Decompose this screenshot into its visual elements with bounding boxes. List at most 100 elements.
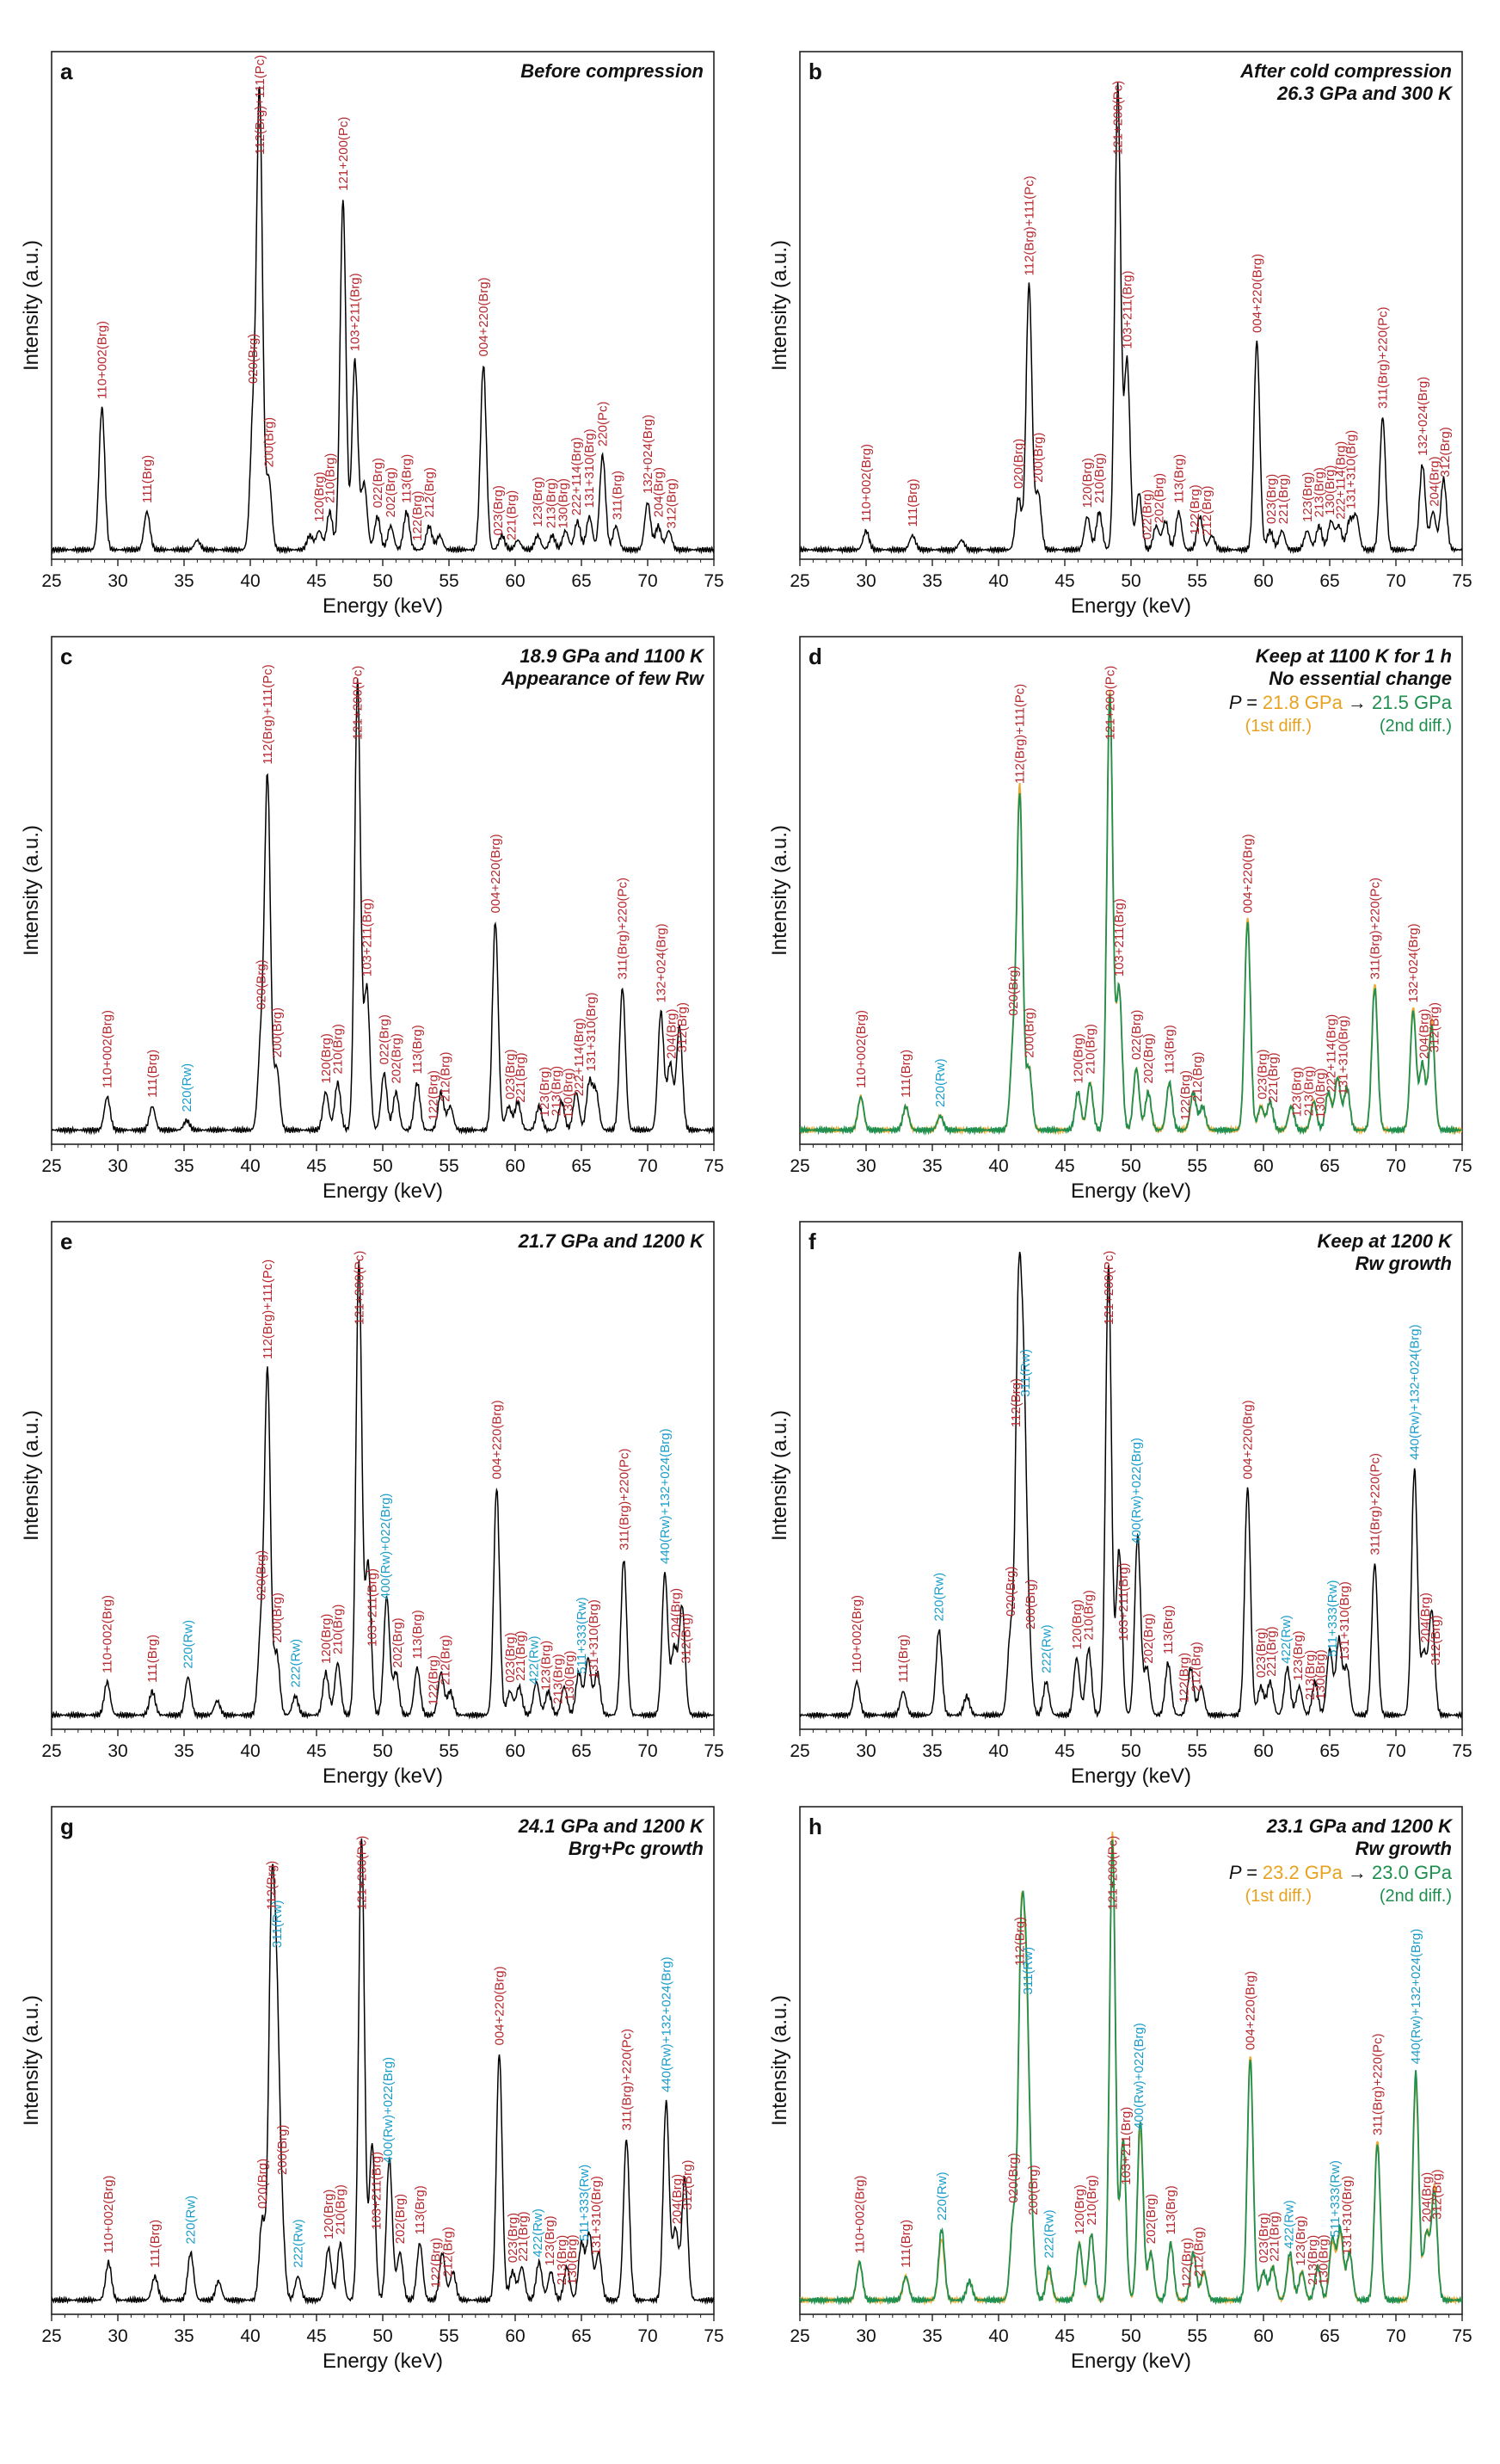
peak-label: 122(Brg) <box>1177 1653 1192 1703</box>
peak-label: 120(Brg) <box>1073 2184 1087 2234</box>
x-tick-label: 35 <box>174 1741 194 1761</box>
x-axis-label: Energy (keV) <box>1071 594 1191 618</box>
peak-label: 121+200(Pc) <box>354 1836 369 1910</box>
series-line-0 <box>800 82 1462 555</box>
peak-label: 120(Brg) <box>319 1033 334 1083</box>
panel-letter: d <box>808 644 822 669</box>
peak-label: 023(Brg) <box>503 1050 518 1100</box>
peak-label: 132+024(Brg) <box>1416 377 1430 456</box>
peak-label: 120(Brg) <box>312 471 327 521</box>
x-tick-label: 30 <box>108 1741 127 1761</box>
peak-label: 022(Brg) <box>378 1014 392 1064</box>
peak-label: 221(Brg) <box>1276 474 1291 524</box>
peak-label: 004+220(Brg) <box>489 834 503 913</box>
panel-title: 23.1 GPa and 1200 K <box>1266 1815 1454 1837</box>
x-tick-label: 60 <box>1253 2326 1273 2346</box>
peak-label: 221(Brg) <box>513 1630 528 1680</box>
peak-label: 020(Brg) <box>246 334 261 384</box>
peak-label: 020(Brg) <box>254 1550 268 1600</box>
peak-label: 311(Rw) <box>1021 1947 1036 1995</box>
peak-label: 220(Rw) <box>933 1058 948 1107</box>
peak-label: 110+002(Brg) <box>95 321 110 399</box>
x-tick-label: 65 <box>1319 1741 1339 1761</box>
peak-label: 123(Brg) <box>1300 472 1315 522</box>
peak-label: 213(Brg) <box>550 1066 564 1116</box>
peak-label: 130(Brg) <box>562 1651 577 1701</box>
peak-label: 121+200(Pc) <box>336 117 351 191</box>
pressure-note-first: (1st diff.) <box>1245 717 1312 736</box>
panel-title: 21.7 GPa and 1200 K <box>518 1230 705 1252</box>
x-tick-label: 35 <box>922 1741 942 1761</box>
y-axis-label: Intensity (a.u.) <box>20 1410 43 1541</box>
x-tick-label: 50 <box>372 1156 392 1176</box>
x-tick-label: 40 <box>988 1741 1008 1761</box>
peak-label: 210(Brg) <box>323 453 337 503</box>
peak-label: 212(Brg) <box>438 1052 452 1102</box>
peak-label: 511+333(Rw) <box>575 1597 589 1673</box>
peak-label: 023(Brg) <box>503 1632 518 1682</box>
peak-label: 120(Brg) <box>1080 458 1095 508</box>
peak-label: 103+211(Brg) <box>360 898 375 976</box>
peak-label: 131+310(Brg) <box>1337 1581 1352 1660</box>
x-axis-label: Energy (keV) <box>323 2350 443 2373</box>
x-tick-label: 75 <box>1452 1741 1472 1761</box>
peak-label: 121+200(Pc) <box>352 1251 366 1325</box>
pressure-note-second: (2nd diff.) <box>1380 1887 1452 1906</box>
peak-label: 020(Brg) <box>1006 2153 1021 2202</box>
peak-label: 103+211(Brg) <box>1112 898 1127 976</box>
peak-label: 120(Brg) <box>1070 1599 1085 1649</box>
peak-label: 023(Brg) <box>1256 1050 1270 1100</box>
peak-label: 222(Rw) <box>1042 2209 1057 2258</box>
series-line-0 <box>52 678 714 1136</box>
peak-label: 113(Brg) <box>400 454 415 503</box>
peak-label: 422(Rw) <box>1282 2200 1296 2249</box>
peak-label: 212(Brg) <box>441 2227 456 2276</box>
x-tick-label: 70 <box>637 1741 657 1761</box>
x-tick-label: 75 <box>704 1741 723 1761</box>
x-axis-label: Energy (keV) <box>323 1180 443 1203</box>
peak-label: 023(Brg) <box>1257 2213 1271 2263</box>
panel-title: 24.1 GPa and 1200 K <box>518 1815 705 1837</box>
peak-label: 312(Brg) <box>679 1613 694 1663</box>
x-axis-label: Energy (keV) <box>323 594 443 618</box>
panel-subtitle: Brg+Pc growth <box>569 1838 704 1859</box>
peak-label: 023(Brg) <box>1254 1628 1269 1678</box>
chart-panel-e: e 21.7 GPa and 1200 K 110+002(Brg) 111(Brg)… <box>20 1221 724 1788</box>
x-tick-label: 55 <box>1187 1741 1207 1761</box>
x-tick-label: 40 <box>988 1156 1008 1176</box>
panel-title: Keep at 1100 K for 1 h <box>1256 645 1452 667</box>
x-tick-label: 75 <box>1452 2326 1472 2346</box>
peak-label: 111(Brg) <box>896 1635 911 1683</box>
peak-label: 210(Brg) <box>1092 453 1107 503</box>
peak-label: 130(Brg) <box>562 1069 576 1118</box>
pressure-prefix: P = <box>1229 1862 1263 1883</box>
peak-label: 312(Brg) <box>1428 1002 1442 1052</box>
peak-label: 213(Brg) <box>550 1654 565 1703</box>
peak-label: 121+200(Pc) <box>1103 666 1117 740</box>
x-tick-label: 40 <box>988 571 1008 591</box>
chart-panel-h: h 23.1 GPa and 1200 KRw growth P = 23.2 GP… <box>768 1806 1472 2373</box>
peak-label: 213(Brg) <box>1303 1650 1318 1700</box>
peak-label: 220(Rw) <box>180 1063 194 1112</box>
peak-label: 220(Rw) <box>184 2196 199 2245</box>
peak-label: 004+220(Brg) <box>1241 1400 1256 1479</box>
series-line-0 <box>800 1252 1462 1721</box>
peak-label: 112(Brg) <box>1009 1378 1024 1427</box>
chart-panel-f: f Keep at 1200 KRw growth 110+002(Brg) 111(… <box>768 1221 1472 1788</box>
peak-label: 213(Brg) <box>1306 2235 1320 2285</box>
panel-letter: e <box>60 1229 72 1254</box>
x-tick-label: 45 <box>306 571 326 591</box>
x-tick-label: 70 <box>1386 2326 1405 2346</box>
peak-label: 113(Brg) <box>410 1025 425 1074</box>
peak-label: 202(Brg) <box>1144 2194 1159 2244</box>
y-axis-label: Intensity (a.u.) <box>768 1410 791 1541</box>
peak-label: 202(Brg) <box>1141 1033 1156 1083</box>
x-tick-label: 65 <box>571 1741 591 1761</box>
x-tick-label: 25 <box>41 1741 61 1761</box>
pressure-first: 21.8 GPa <box>1263 692 1343 713</box>
peak-label: 020(Brg) <box>255 2159 270 2208</box>
x-axis-label: Energy (keV) <box>1071 1180 1191 1203</box>
peak-label: 122(Brg) <box>429 2238 444 2288</box>
